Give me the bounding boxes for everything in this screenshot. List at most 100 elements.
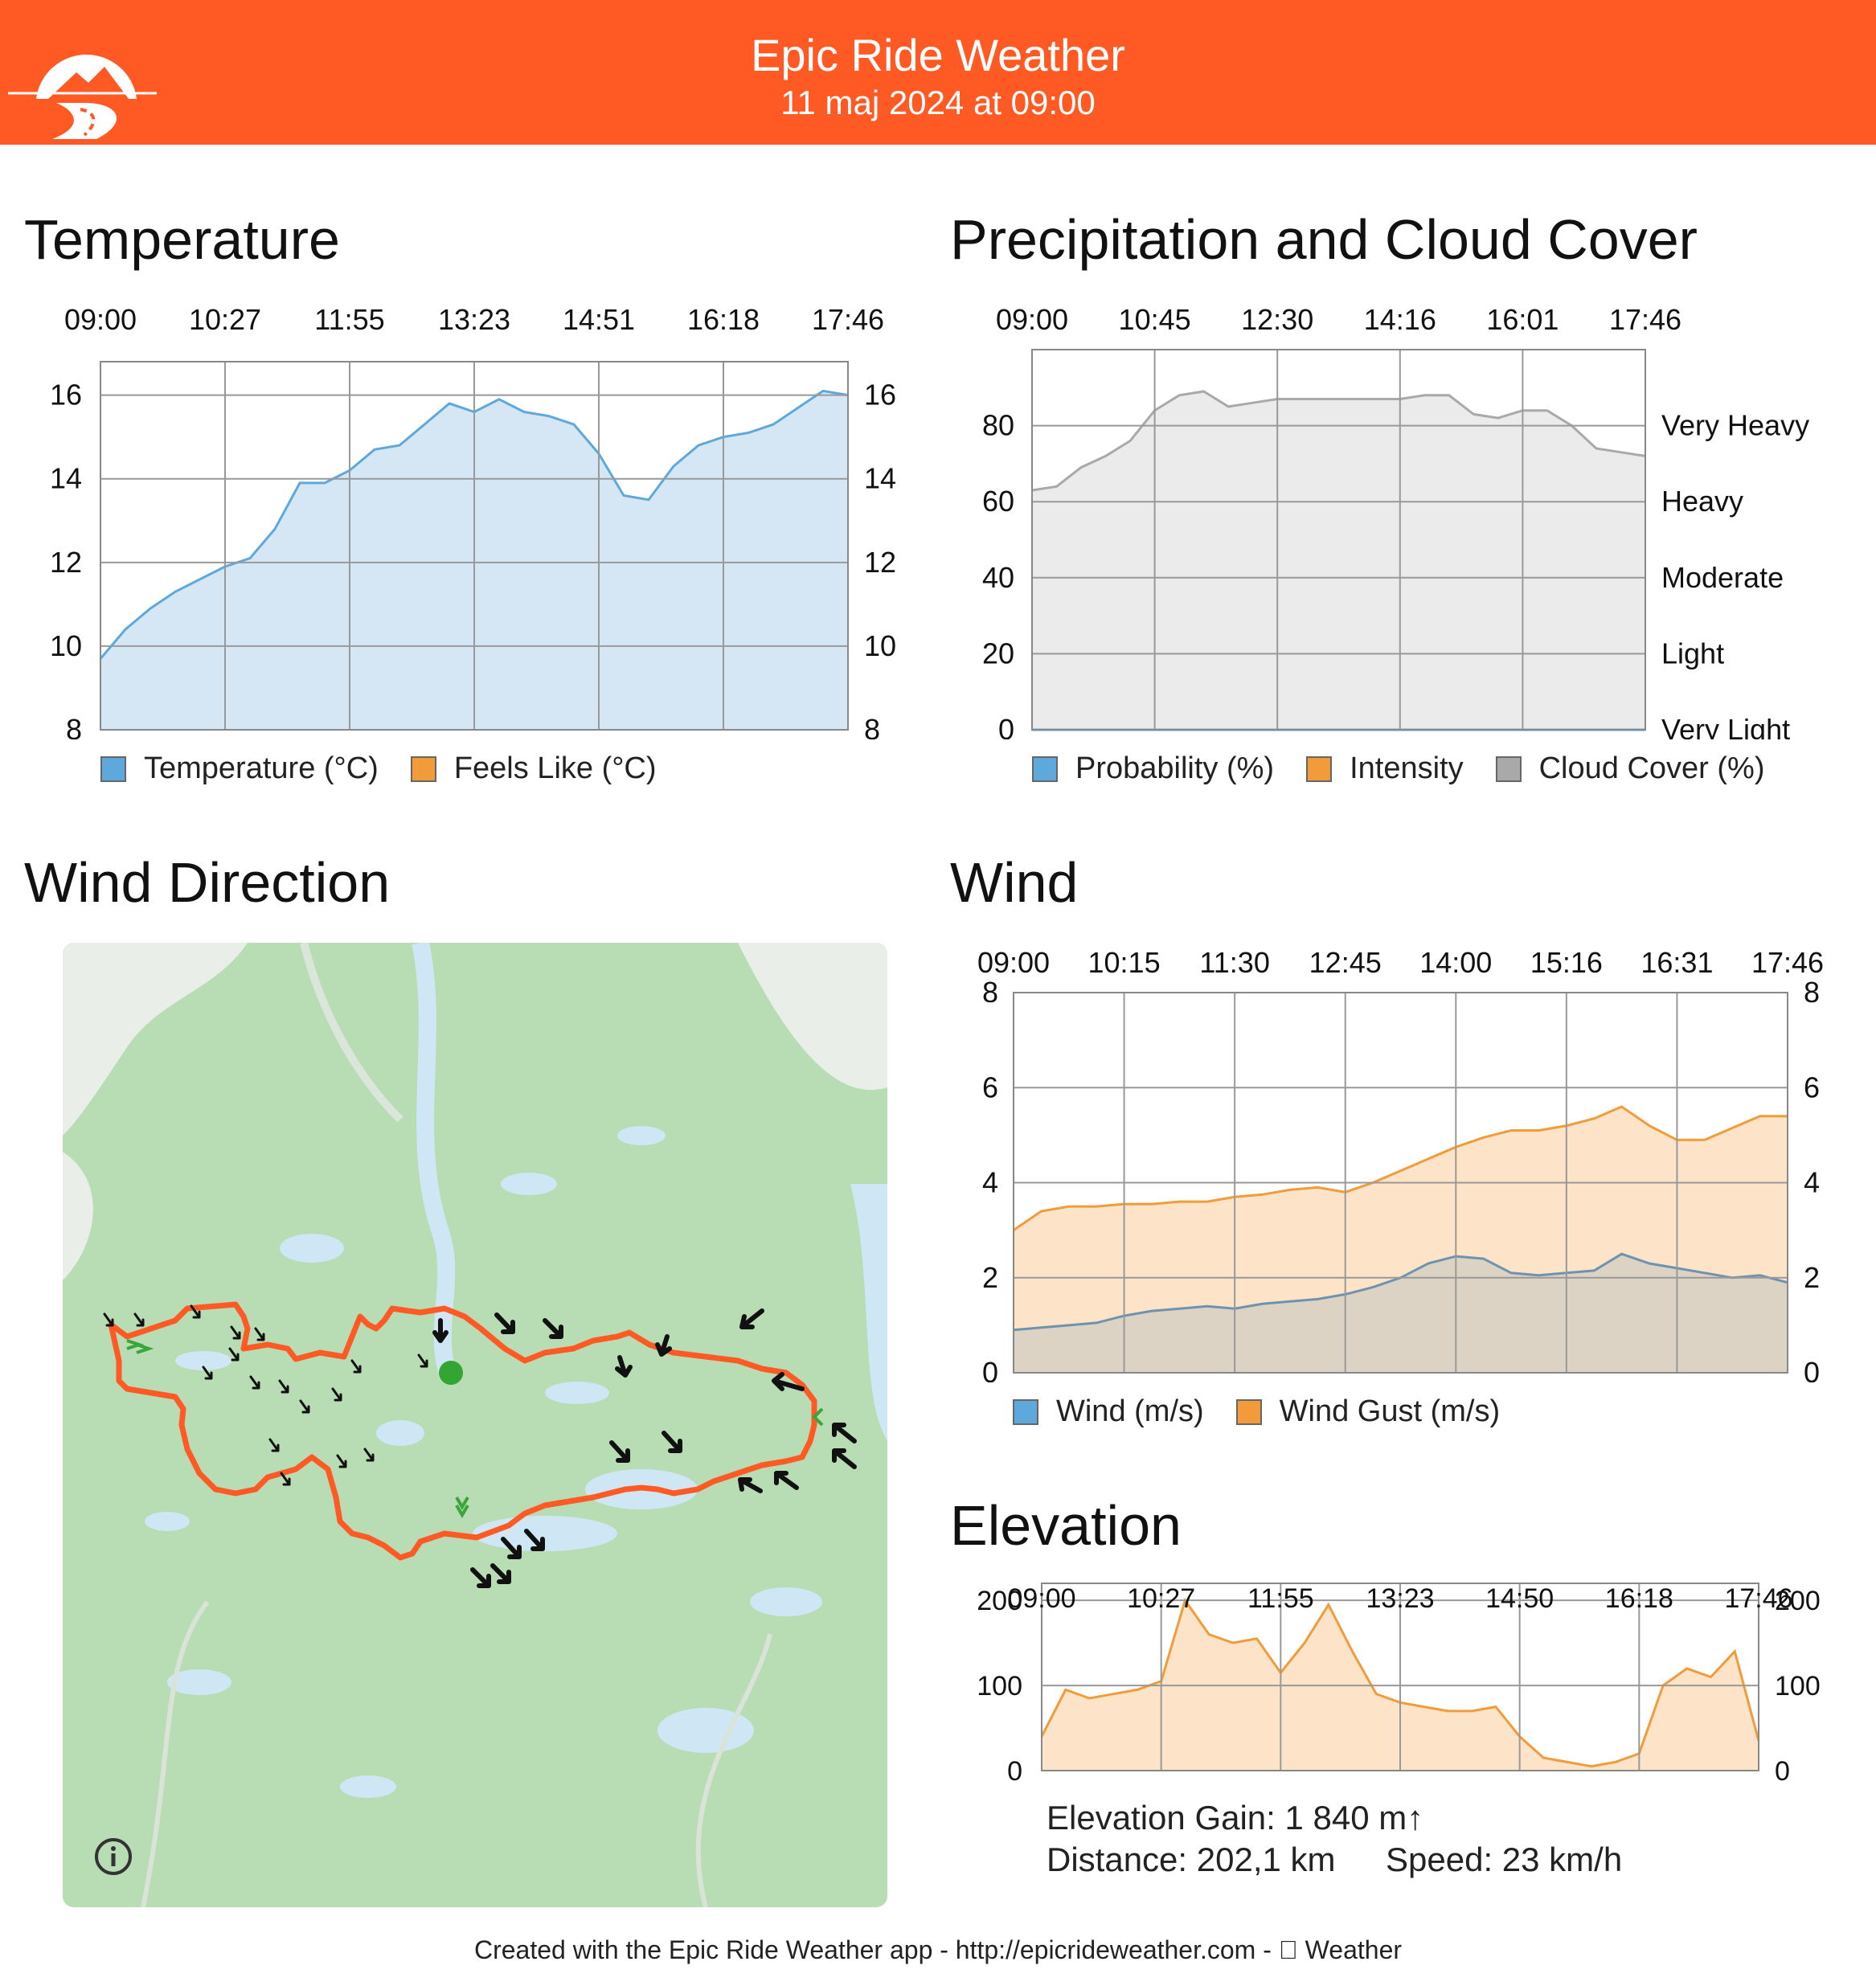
x-tick-label-elevation-6: 17:46 — [1724, 1583, 1792, 1614]
x-tick-label-wind-6: 16:31 — [1640, 946, 1713, 979]
elevation-chart: 09:00 10:27 11:55 13:23 14:50 16:18 17:46 0 0 100… — [977, 1583, 1821, 1784]
x-tick-label-precipitation-0: 09:00 — [996, 303, 1068, 336]
footer-text: Created with the Epic Ride Weather app -… — [474, 1935, 1402, 1964]
y-tick-label-right-temperature-3: 14 — [864, 462, 896, 495]
plot-frame-elevation — [1041, 1583, 1759, 1771]
x-tick-label-precipitation-3: 14:16 — [1364, 303, 1436, 336]
y-tick-label-wind-4: 8 — [982, 976, 998, 1009]
elevation-title: Elevation — [950, 1494, 1182, 1557]
y-tick-label-temperature-1: 10 — [50, 629, 82, 662]
y-tick-label-right-wind-0: 0 — [1804, 1356, 1820, 1382]
y-tick-label-precipitation-1: 20 — [982, 637, 1014, 670]
y-tick-label-right-temperature-2: 12 — [864, 546, 896, 579]
x-tick-label-wind-1: 10:15 — [1088, 946, 1161, 979]
plot-frame-temperature — [100, 361, 849, 731]
temperature-legend: Temperature (°C) Feels Like (°C) — [100, 751, 689, 786]
ride-date: 11 maj 2024 at 09:00 — [780, 84, 1096, 121]
y-tick-label-temperature-0: 8 — [66, 713, 82, 739]
y-tick-label-right-wind-1: 2 — [1804, 1261, 1820, 1294]
elevation-gain: Elevation Gain: 1 840 m↑ — [1047, 1799, 1424, 1837]
x-tick-label-wind-5: 15:16 — [1530, 946, 1603, 979]
wind-direction-map[interactable] — [63, 943, 887, 1907]
x-tick-label-temperature-5: 16:18 — [687, 303, 760, 336]
wind-title: Wind — [950, 851, 1079, 914]
y-tick-label-elevation-2: 200 — [977, 1586, 1022, 1616]
y-tick-label-right-temperature-0: 8 — [864, 713, 880, 739]
legend-item-probability: Probability (%) — [1032, 751, 1274, 786]
x-tick-label-precipitation-4: 16:01 — [1486, 303, 1559, 336]
temperature-chart: 09:00 10:27 11:55 13:23 14:51 16:18 17:46 8 8 10 1… — [50, 303, 896, 739]
y-tick-label-elevation-0: 0 — [1007, 1756, 1022, 1784]
intensity-label-2: Moderate — [1661, 561, 1784, 594]
legend-item-cloud-cover: Cloud Cover (%) — [1495, 751, 1764, 786]
x-tick-label-precipitation-2: 12:30 — [1241, 303, 1313, 336]
x-tick-label-wind-3: 12:45 — [1309, 946, 1382, 979]
legend-item-feels-like: Feels Like (°C) — [410, 751, 657, 786]
footer-credit: Created with the Epic Ride Weather app -… — [0, 1935, 1876, 1965]
x-tick-label-temperature-1: 10:27 — [189, 303, 261, 336]
x-tick-label-wind-7: 17:46 — [1751, 946, 1824, 979]
info-circle-icon[interactable] — [93, 1837, 133, 1877]
x-tick-label-precipitation-1: 10:45 — [1119, 303, 1191, 336]
mountain-road-logo-icon — [8, 54, 157, 139]
intensity-label-0: Very Light — [1661, 713, 1790, 739]
x-tick-label-elevation-0: 09:00 — [1007, 1583, 1075, 1614]
y-tick-label-precipitation-4: 80 — [982, 409, 1014, 442]
app-title: Epic Ride Weather — [751, 30, 1125, 80]
x-tick-label-elevation-1: 10:27 — [1127, 1583, 1195, 1614]
y-tick-label-temperature-2: 12 — [50, 546, 82, 579]
series-area-elevation-0 — [1042, 1600, 1759, 1771]
x-tick-label-elevation-4: 14:50 — [1485, 1583, 1554, 1614]
x-tick-label-wind-0: 09:00 — [977, 946, 1050, 979]
y-tick-label-right-temperature-4: 16 — [864, 379, 896, 412]
ride-distance: Distance: 202,1 km — [1047, 1841, 1336, 1878]
series-line-wind-1 — [1013, 1105, 1788, 1231]
x-tick-label-temperature-6: 17:46 — [812, 303, 884, 336]
x-tick-label-temperature-0: 09:00 — [64, 303, 137, 336]
app-header: Epic Ride Weather 11 maj 2024 at 09:00 — [0, 0, 1876, 145]
series-area-wind-0 — [1014, 1254, 1788, 1373]
map-canvas — [63, 943, 887, 1907]
intensity-label-4: Very Heavy — [1661, 409, 1809, 442]
x-tick-label-temperature-4: 14:51 — [563, 303, 635, 336]
legend-item-wind-gust: Wind Gust (m/s) — [1235, 1394, 1500, 1429]
series-line-precipitation-2 — [1031, 390, 1646, 492]
y-tick-label-precipitation-0: 0 — [998, 713, 1014, 739]
x-tick-label-temperature-3: 13:23 — [438, 303, 510, 336]
y-tick-label-wind-2: 4 — [982, 1166, 998, 1199]
intensity-label-1: Light — [1661, 637, 1724, 670]
y-tick-label-wind-0: 0 — [982, 1356, 998, 1382]
x-tick-label-wind-2: 11:30 — [1199, 946, 1269, 979]
ride-speed: Speed: 23 km/h — [1386, 1841, 1623, 1878]
series-area-precipitation-2 — [1032, 391, 1645, 730]
x-tick-label-precipitation-5: 17:46 — [1609, 303, 1681, 336]
x-tick-label-elevation-2: 11:55 — [1247, 1583, 1314, 1614]
y-tick-label-right-wind-3: 6 — [1804, 1071, 1820, 1104]
y-tick-label-right-elevation-0: 0 — [1775, 1756, 1790, 1784]
intensity-label-3: Heavy — [1661, 485, 1743, 518]
y-tick-label-wind-1: 2 — [982, 1261, 998, 1294]
y-tick-label-temperature-4: 16 — [50, 379, 82, 412]
x-tick-label-wind-4: 14:00 — [1419, 946, 1492, 979]
wind-chart: 09:00 10:15 11:30 12:45 14:00 15:16 16:31 17:46… — [977, 946, 1824, 1382]
x-tick-label-elevation-3: 13:23 — [1366, 1583, 1434, 1614]
y-tick-label-precipitation-2: 40 — [982, 561, 1014, 594]
legend-item-intensity: Intensity — [1306, 751, 1464, 786]
plot-frame-precipitation — [1031, 349, 1646, 731]
y-tick-label-right-wind-4: 8 — [1804, 976, 1820, 1009]
temperature-title: Temperature — [24, 208, 340, 271]
y-tick-label-right-temperature-1: 10 — [864, 629, 896, 662]
precipitation-title: Precipitation and Cloud Cover — [950, 208, 1698, 271]
y-tick-label-wind-3: 6 — [982, 1071, 998, 1104]
precipitation-chart: 09:00 10:45 12:30 14:16 16:01 17:46 0 20 40 60 80 V… — [982, 303, 1809, 739]
plot-frame-wind — [1013, 992, 1788, 1374]
legend-item-temperature: Temperature (°C) — [100, 751, 379, 786]
x-tick-label-temperature-2: 11:55 — [314, 303, 384, 336]
y-tick-label-precipitation-3: 60 — [982, 485, 1014, 518]
precipitation-legend: Probability (%) Intensity Cloud Cover (%… — [1032, 751, 1796, 786]
y-tick-label-right-wind-2: 4 — [1804, 1166, 1820, 1199]
wind-direction-title: Wind Direction — [24, 851, 391, 914]
wind-legend: Wind (m/s) Wind Gust (m/s) — [1013, 1394, 1532, 1429]
x-tick-label-elevation-5: 16:18 — [1605, 1583, 1673, 1614]
legend-item-wind: Wind (m/s) — [1013, 1394, 1204, 1429]
